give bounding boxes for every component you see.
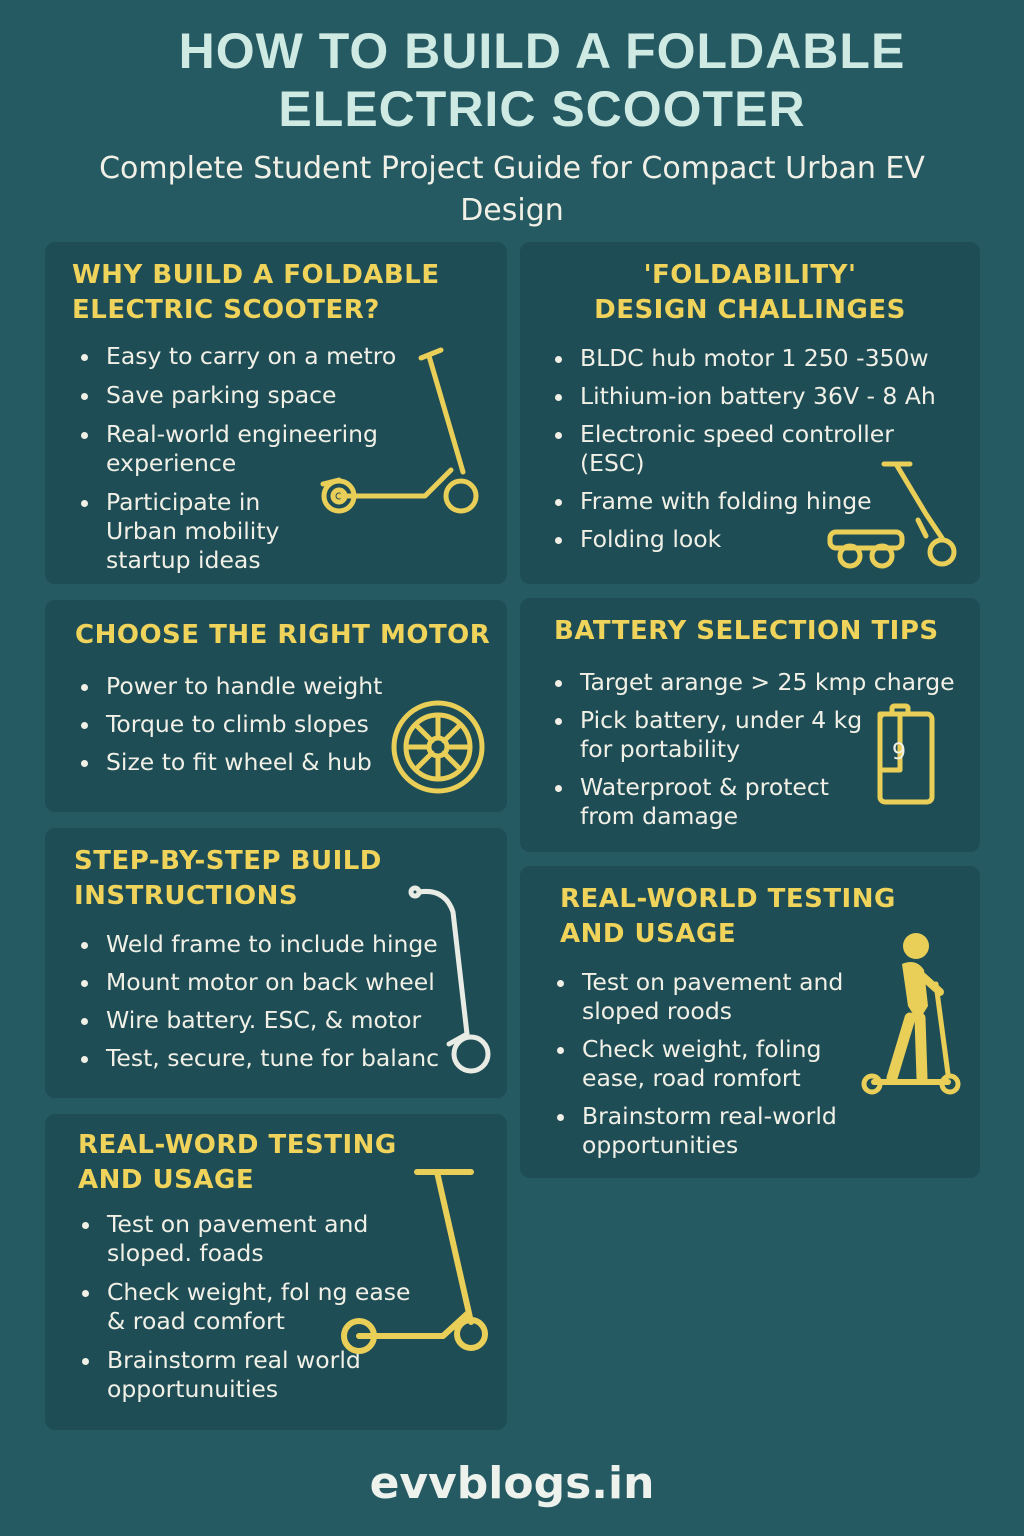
list-item: Test on pavement and sloped. foads (81, 1210, 381, 1268)
list-item: Weld frame to include hinge (80, 930, 460, 959)
card-why-build-title: WHY BUILD A FOLDABLE ELECTRIC SCOOTER? (72, 258, 440, 328)
card-testing-usage-right-list: Test on pavement and sloped roods Check … (556, 968, 856, 1160)
list-item: Participate in Urban mobility startup id… (80, 488, 300, 575)
page-title: HOW TO BUILD A FOLDABLE ELECTRIC SCOOTER (0, 22, 1024, 138)
header: HOW TO BUILD A FOLDABLE ELECTRIC SCOOTER… (0, 22, 1024, 232)
title-line: INSTRUCTIONS (74, 881, 299, 911)
list-item: Test on pavement and sloped roods (556, 968, 856, 1026)
title-line-2: ELECTRIC SCOOTER (278, 81, 806, 137)
list-item: Waterproot & protect from damage (554, 773, 854, 831)
title-line: WHY BUILD A FOLDABLE (72, 260, 440, 290)
folded-scooter-icon (827, 461, 957, 569)
footer-site: evvblogs.in (369, 1458, 655, 1509)
page-subtitle: Complete Student Project Guide for Compa… (99, 151, 925, 228)
list-item: Power to handle weight (80, 672, 410, 701)
list-item: Size to fit wheel & hub (80, 748, 410, 777)
list-item: Easy to carry on a metro (80, 342, 410, 371)
card-design-challenges: 'FOLDABILITY' DESIGN CHALLINGES BLDC hub… (520, 242, 980, 584)
card-why-build: WHY BUILD A FOLDABLE ELECTRIC SCOOTER? E… (45, 242, 507, 584)
title-line: STEP-BY-STEP BUILD (74, 846, 382, 876)
battery-icon: 9 (876, 702, 936, 806)
battery-icon-label: 9 (892, 740, 906, 765)
card-design-challenges-list: BLDC hub motor 1 250 -350w Lithium-ion b… (554, 344, 954, 554)
list-item: Save parking space (80, 381, 410, 410)
card-testing-usage-left-title: REAL-WORD TESTING AND USAGE (78, 1128, 397, 1198)
card-choose-motor-list: Power to handle weight Torque to climb s… (80, 672, 410, 777)
card-battery-tips: BATTERY SELECTION TIPS Target arange > 2… (520, 598, 980, 852)
card-build-steps-title: STEP-BY-STEP BUILD INSTRUCTIONS (74, 844, 382, 914)
rider-icon (861, 933, 961, 1095)
list-item: Torque to climb slopes (80, 710, 410, 739)
title-line: REAL-WORLD TESTING (560, 884, 896, 914)
card-battery-tips-title: BATTERY SELECTION TIPS (554, 616, 939, 646)
card-choose-motor-title: CHOOSE THE RIGHT MOTOR (75, 620, 491, 650)
card-build-steps: STEP-BY-STEP BUILD INSTRUCTIONS Weld fra… (45, 828, 507, 1098)
scooter-stem-icon (408, 885, 491, 1074)
list-item: Real-world engineering experience (80, 420, 400, 478)
title-line: 'FOLDABILITY' (643, 260, 857, 290)
card-battery-tips-list: Target arange > 25 kmp charge Pick batte… (554, 668, 974, 831)
list-item: Wire battery. ESC, & motor (80, 1006, 460, 1035)
card-testing-usage-left: REAL-WORD TESTING AND USAGE Test on pave… (45, 1114, 507, 1430)
list-item: Frame with folding hinge (554, 487, 954, 516)
list-item: Mount motor on back wheel (80, 968, 460, 997)
scooter-icon (341, 1169, 488, 1354)
card-testing-usage-right-title: REAL-WORLD TESTING AND USAGE (560, 882, 896, 952)
wheel-icon (391, 700, 485, 794)
list-item: Test, secure, tune for balanc (80, 1044, 460, 1073)
list-item: Target arange > 25 kmp charge (554, 668, 974, 697)
list-item: Folding look (554, 525, 954, 554)
list-item: Check weight, fol ng ease & road comfort (81, 1278, 421, 1336)
card-testing-usage-left-list: Test on pavement and sloped. foads Check… (81, 1210, 421, 1404)
title-line-1: HOW TO BUILD A FOLDABLE (178, 23, 906, 79)
list-item: Check weight, foling ease, road romfort (556, 1035, 846, 1093)
list-item: Brainstorm real world opportunuities (81, 1346, 381, 1404)
card-design-challenges-title: 'FOLDABILITY' DESIGN CHALLINGES (520, 258, 980, 328)
list-item: Brainstorm real-world opportunities (556, 1102, 856, 1160)
title-line: DESIGN CHALLINGES (594, 295, 906, 325)
list-item: Lithium-ion battery 36V - 8 Ah (554, 382, 954, 411)
title-line: ELECTRIC SCOOTER? (72, 295, 380, 325)
card-testing-usage-right: REAL-WORLD TESTING AND USAGE Test on pav… (520, 866, 980, 1178)
title-line: REAL-WORD TESTING (78, 1130, 397, 1160)
list-item: BLDC hub motor 1 250 -350w (554, 344, 954, 373)
card-why-build-list: Easy to carry on a metro Save parking sp… (80, 342, 410, 575)
card-build-steps-list: Weld frame to include hinge Mount motor … (80, 930, 460, 1073)
list-item: Electronic speed controller (ESC) (554, 420, 934, 478)
scooter-icon (320, 347, 479, 514)
list-item: Pick battery, under 4 kg for portability (554, 706, 874, 764)
title-line: AND USAGE (78, 1165, 255, 1195)
card-choose-motor: CHOOSE THE RIGHT MOTOR Power to handle w… (45, 600, 507, 812)
title-line: AND USAGE (560, 919, 737, 949)
